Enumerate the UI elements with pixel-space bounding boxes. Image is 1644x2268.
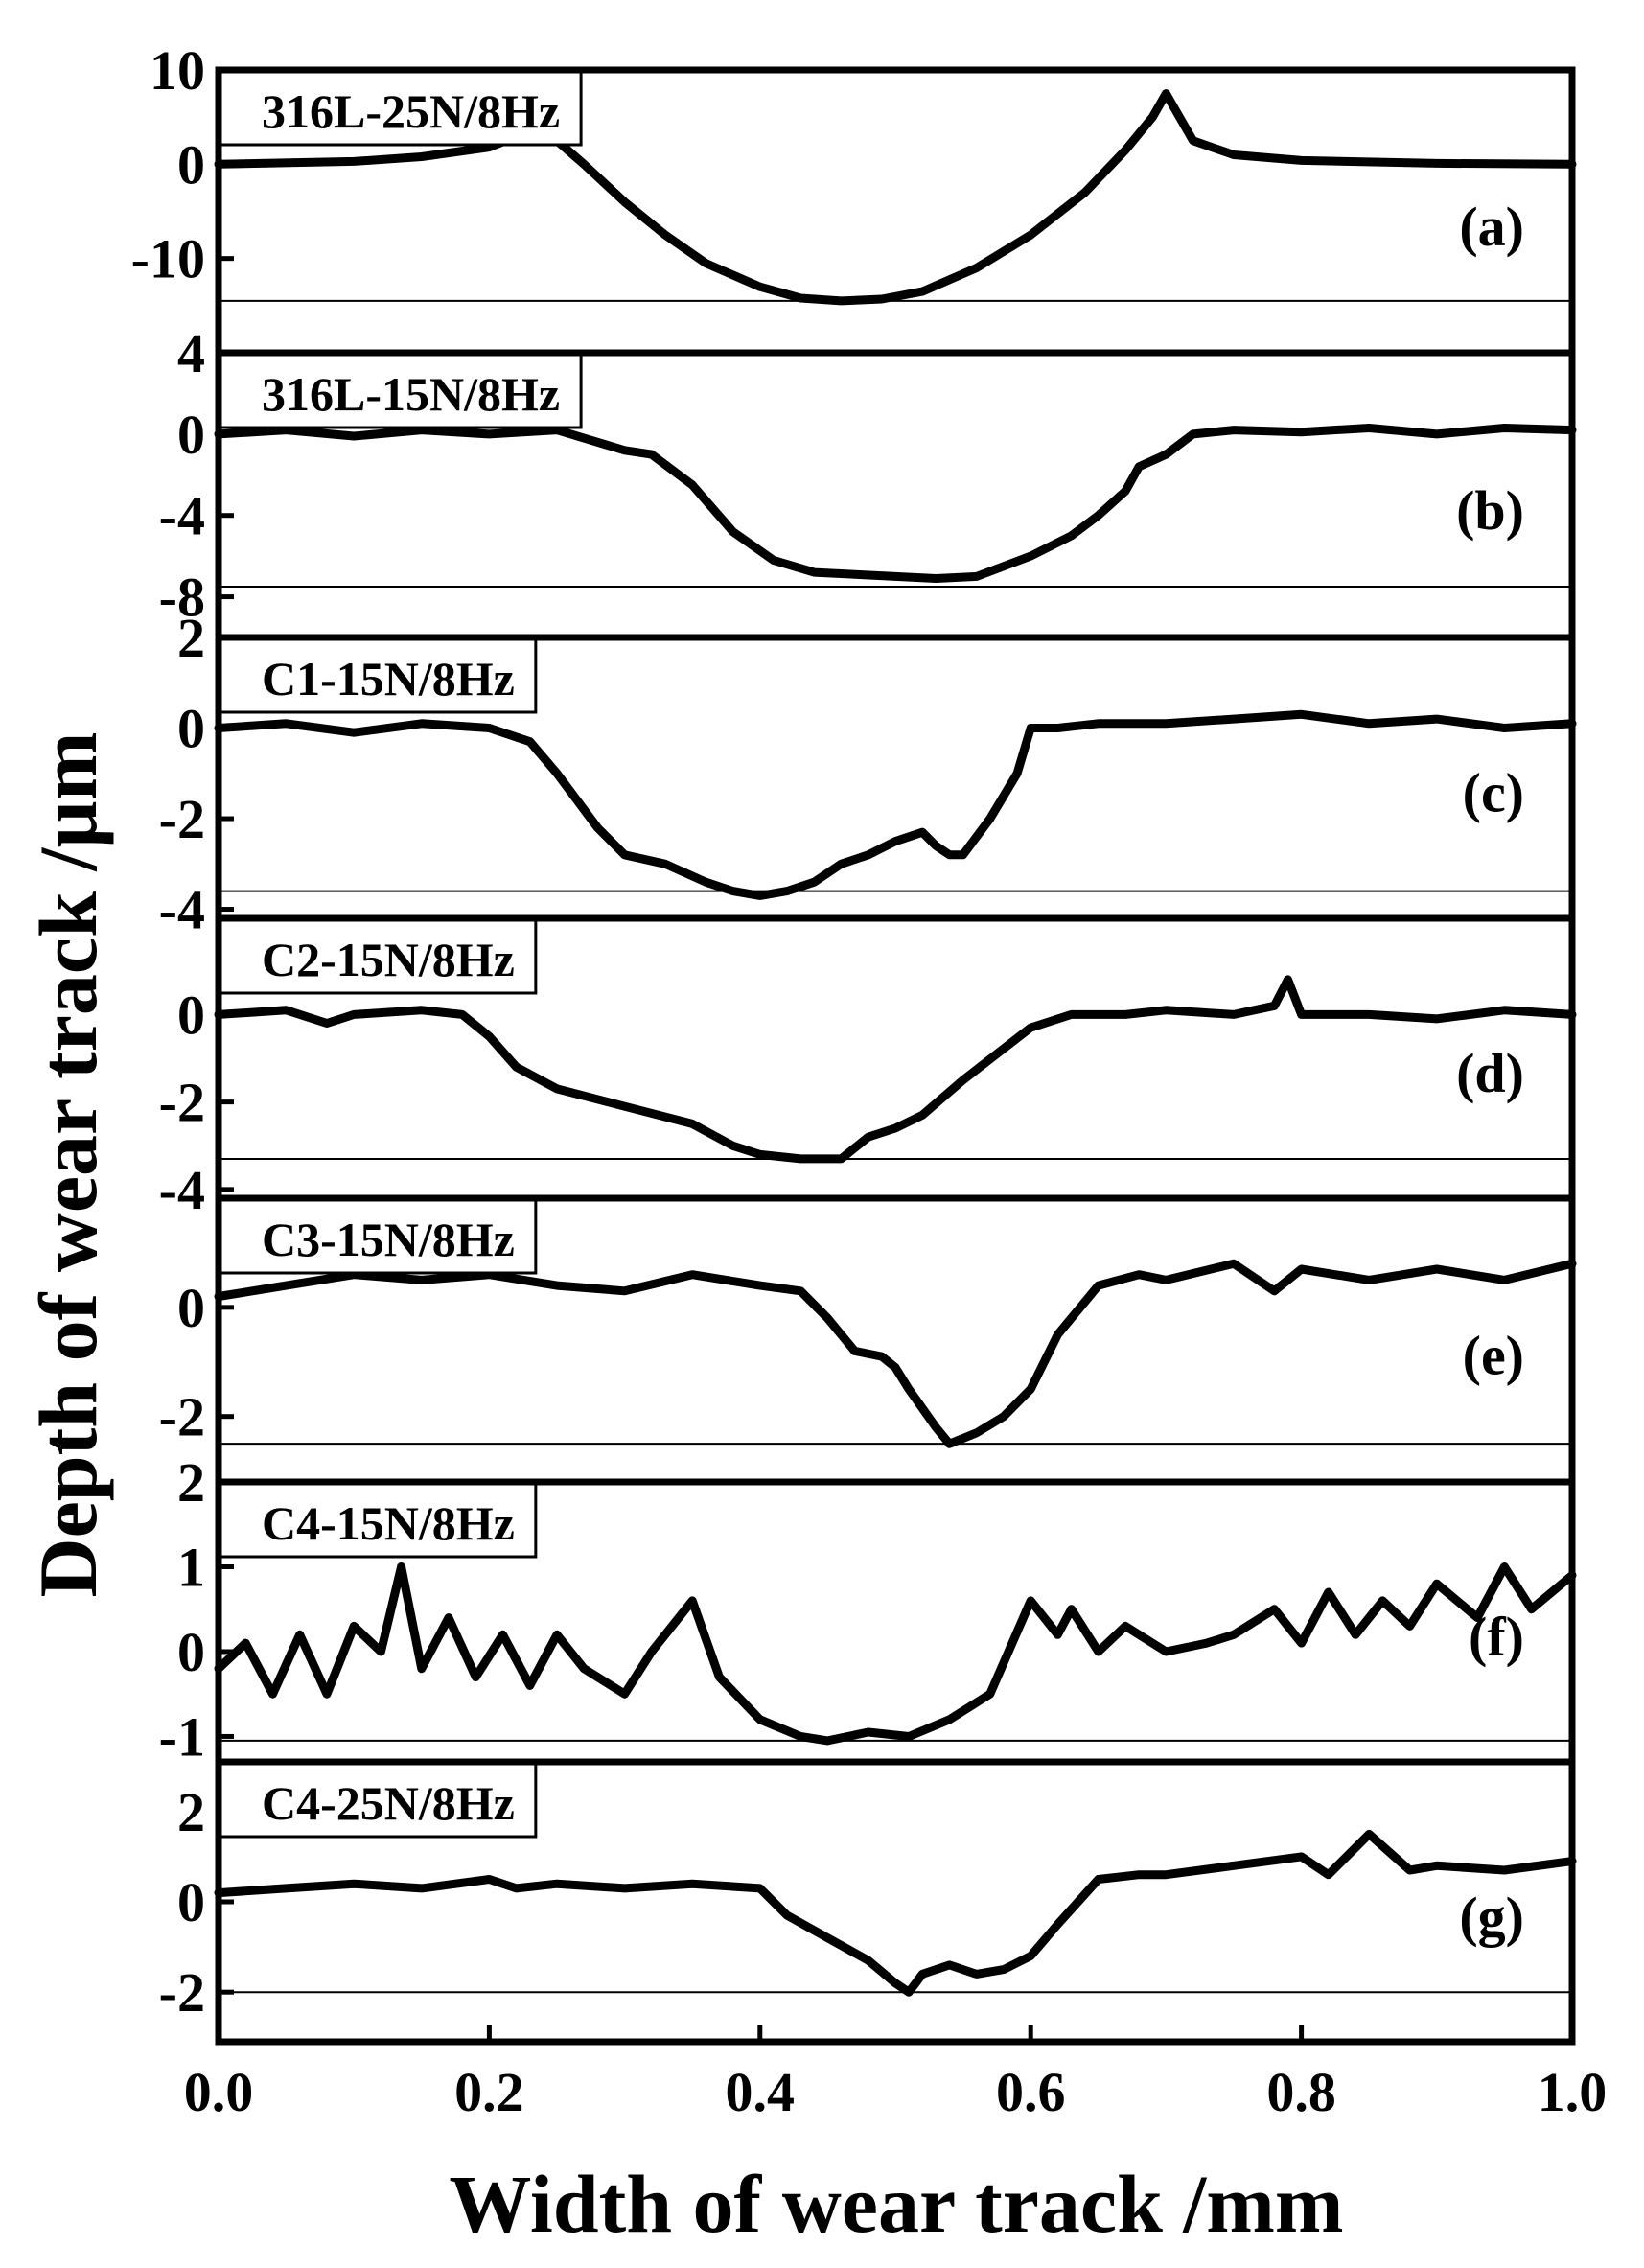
y-tick-label: -8 (159, 567, 205, 629)
y-tick-label: -4 (159, 879, 205, 941)
sample-label-box (217, 1480, 538, 1559)
y-tick-label: -2 (159, 1072, 205, 1134)
sample-label: C3-15N/8Hz (262, 1213, 515, 1266)
panel-b: 4 0 -4 -8 316L-15N/8Hz (b) (159, 322, 1577, 629)
plot-frame (215, 66, 1576, 2046)
profile-curve-b (214, 424, 1577, 583)
y-tick-label: 4 (177, 322, 205, 384)
y-tick-label: -4 (159, 1159, 205, 1221)
y-tick-label: 0 (177, 698, 205, 760)
sample-label-box (217, 1760, 538, 1839)
y-tick-label: 10 (150, 39, 205, 102)
y-tick-label: 0 (177, 1277, 205, 1339)
y-tick-label: -2 (159, 1961, 205, 2024)
panel-e: 0 -2 C3-15N/8Hz (e) (159, 1196, 1577, 1448)
sample-label: C4-25N/8Hz (262, 1776, 515, 1830)
profile-curve-c (214, 709, 1577, 900)
y-tick-label: 0 (177, 404, 205, 466)
x-tick-label: 0.0 (184, 2061, 254, 2123)
panel-f: 2 1 0 -1 C4-15N/8Hz (f) (159, 1451, 1577, 1768)
sample-label-box (217, 1196, 538, 1275)
panel-d: 0 -2 -4 C2-15N/8Hz (d) (159, 916, 1577, 1221)
profile-curve-d (214, 975, 1577, 1164)
y-tick-label: 2 (177, 607, 205, 669)
panel-a: 10 0 -10 316L-25N/8Hz (a) (131, 39, 1577, 306)
profile-curve-g (214, 1829, 1577, 1997)
y-tick-label: -2 (159, 1386, 205, 1448)
y-tick-label: -2 (159, 788, 205, 850)
y-tick-label: 1 (177, 1536, 205, 1598)
panels-layer: 100-10316L-25N/8Hz(a)40-4-8316L-15N/8Hz(… (131, 39, 1577, 2046)
profile-curve-e (214, 1259, 1577, 1448)
panel-letter: (e) (1463, 1325, 1524, 1387)
panel-letter: (b) (1456, 479, 1524, 542)
y-axis-title: Depth of wear track /µm (22, 732, 114, 1598)
y-tick-label: 0 (177, 984, 205, 1046)
y-tick-label: -4 (159, 485, 205, 547)
sample-label: 316L-25N/8Hz (262, 84, 560, 138)
panel-letter: (f) (1469, 1606, 1524, 1668)
sample-label: C1-15N/8Hz (262, 652, 515, 706)
sample-label: C2-15N/8Hz (262, 933, 515, 986)
profile-curve-f (214, 1562, 1577, 1746)
y-tick-label: 0 (177, 1871, 205, 1933)
panel-letter: (d) (1456, 1042, 1524, 1104)
sample-label: 316L-15N/8Hz (262, 367, 560, 421)
y-tick-label: 0 (177, 1621, 205, 1683)
y-tick-label: -1 (159, 1705, 205, 1768)
panel-letter: (c) (1463, 762, 1524, 824)
panel-g: 2 0 -2 C4-25N/8Hz (g) (159, 1760, 1577, 2024)
x-axis: 0.0 0.2 0.4 0.6 0.8 1.0 (184, 2025, 1608, 2123)
panel-c: 2 0 -2 -4 C1-15N/8Hz (c) (159, 607, 1577, 941)
x-tick-label: 0.6 (996, 2061, 1066, 2123)
x-tick-label: 0.8 (1266, 2061, 1336, 2123)
y-tick-label: -10 (131, 228, 205, 290)
x-tick-label: 1.0 (1538, 2061, 1608, 2123)
x-tick-label: 0.4 (726, 2061, 796, 2123)
y-tick-label: 2 (177, 1781, 205, 1843)
sample-label-box (217, 68, 583, 147)
x-axis-title: Width of wear track /mm (449, 2158, 1343, 2250)
sample-label-box (217, 351, 583, 429)
panel-letter: (a) (1459, 196, 1524, 258)
y-tick-label: 2 (177, 1451, 205, 1514)
x-tick-label: 0.2 (454, 2061, 524, 2123)
sample-label: C4-15N/8Hz (262, 1496, 515, 1550)
y-tick-label: 0 (177, 133, 205, 196)
panel-letter: (g) (1459, 1886, 1524, 1948)
